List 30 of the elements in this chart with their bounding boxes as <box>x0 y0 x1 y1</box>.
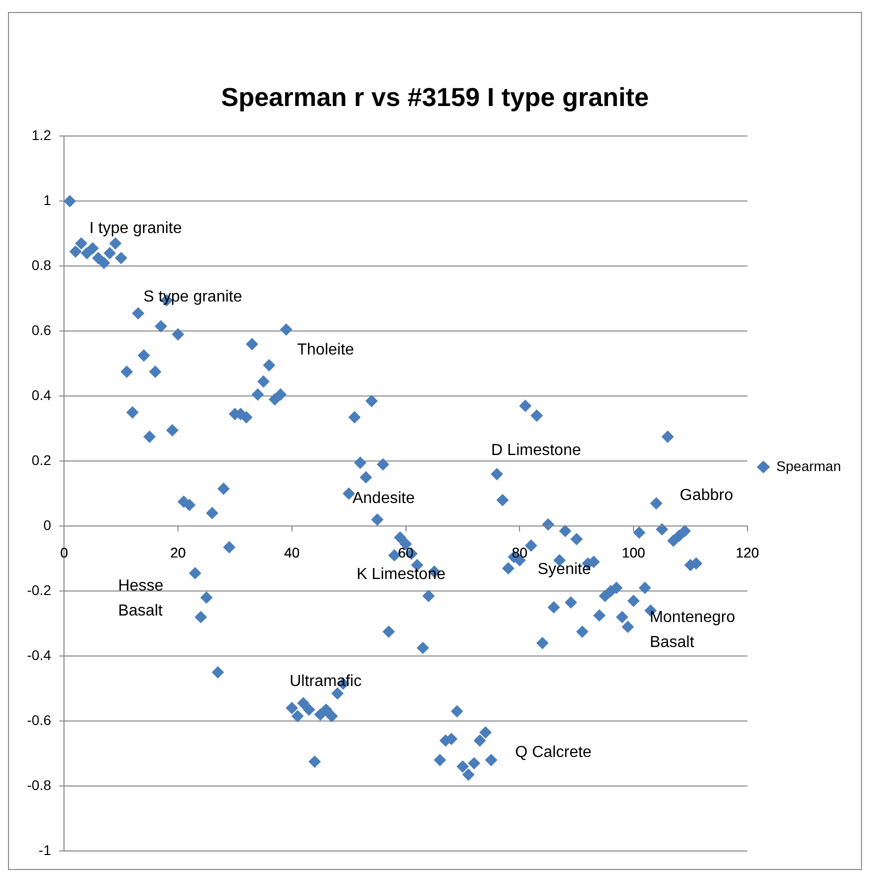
y-tick-label: -0.2 <box>27 582 52 598</box>
y-tick-label: 0.8 <box>32 257 52 274</box>
annotation: D Limestone <box>491 442 582 460</box>
x-tick-label: 120 <box>736 544 760 560</box>
y-tick-label: 0 <box>43 516 52 533</box>
annotation: Q Calcrete <box>515 744 592 761</box>
y-tick-label: -0.6 <box>27 712 52 728</box>
chart-title: Spearman r vs #3159 I type granite <box>221 82 649 112</box>
y-tick-label: 0.4 <box>32 386 52 403</box>
y-tick-label: 1.2 <box>32 127 52 144</box>
x-tick-label: 0 <box>60 544 68 560</box>
annotation: I type granite <box>89 220 182 237</box>
annotation: K Limestone <box>356 566 446 583</box>
annotation: Gabbro <box>680 487 734 504</box>
y-tick-label: 0.2 <box>32 452 52 468</box>
y-tick-label: -1 <box>38 842 52 858</box>
annotation: Hesse Basalt <box>118 578 164 620</box>
annotation: Syenite <box>538 560 592 578</box>
x-tick-label: 20 <box>170 544 186 560</box>
y-tick-label: 1 <box>43 192 52 208</box>
x-tick-label: 40 <box>284 544 300 560</box>
annotation: S type granite <box>143 288 242 306</box>
annotation: Montenegro Basalt <box>650 609 736 652</box>
y-tick-label: 0.6 <box>32 322 52 338</box>
annotation: Tholeite <box>297 341 354 358</box>
annotation: Andesite <box>352 490 415 508</box>
x-tick-label: 100 <box>622 544 646 560</box>
y-tick-label: -0.4 <box>27 646 52 663</box>
y-tick-label: -0.8 <box>27 776 52 793</box>
legend-label: Spearman <box>776 458 841 474</box>
